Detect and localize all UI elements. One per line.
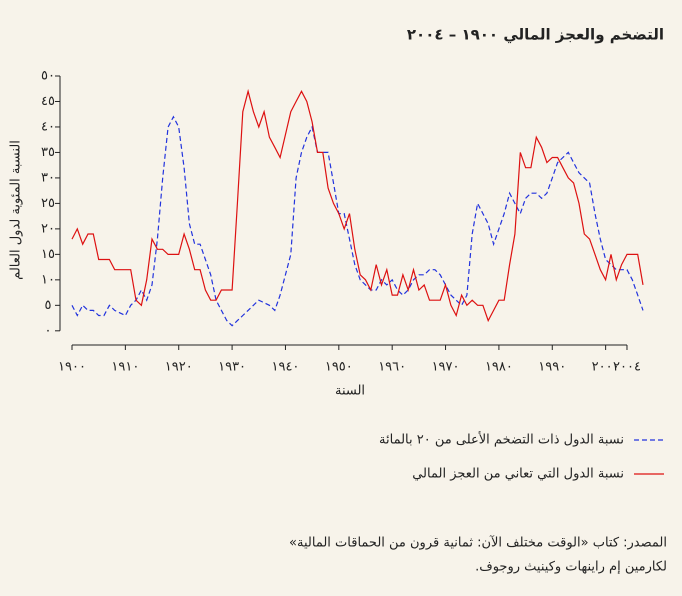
legend-label: نسبة الدول التي تعاني من العجز المالي xyxy=(412,467,624,482)
x-tick-label: ١٩٢٠ xyxy=(165,360,193,375)
source-text: المصدر: كتاب «الوقت مختلف الآن: ثمانية ق… xyxy=(289,535,667,551)
x-tick-label: ١٩٧٠ xyxy=(432,360,460,375)
y-axis-label: النسبة المئوية لدول العالم xyxy=(9,140,24,280)
y-tick-label: ٠ xyxy=(45,323,52,338)
x-tick-label: ٢٠٠٤ xyxy=(613,360,641,375)
source-text: لكارمين إم راينهات وكينيث روجوف. xyxy=(475,560,667,575)
x-tick-label: ١٩٤٠ xyxy=(271,360,299,375)
y-tick-label: ٣٥ xyxy=(41,145,55,160)
x-tick-label: ١٩٥٠ xyxy=(325,360,353,375)
x-tick-label: ١٩٨٠ xyxy=(485,360,513,375)
y-tick-label: ٤٠ xyxy=(41,119,55,134)
chart-title: التضخم والعجز المالي ١٩٠٠ – ٢٠٠٤ xyxy=(407,26,664,44)
y-tick-label: ١٠ xyxy=(41,272,55,287)
x-tick-label: ٢٠٠٠ xyxy=(592,360,620,375)
y-tick-label: ١٥ xyxy=(41,247,55,262)
x-tick-label: ١٩٣٠ xyxy=(218,360,246,375)
x-axis-label: السنة xyxy=(335,384,365,399)
y-tick-label: ٣٠ xyxy=(41,170,55,185)
y-tick-label: ٤٥ xyxy=(41,94,55,109)
x-tick-label: ١٩٦٠ xyxy=(378,360,406,375)
series-line xyxy=(71,88,644,323)
series-line xyxy=(71,115,644,327)
x-tick-label: ١٩٩٠ xyxy=(538,360,566,375)
x-tick-label: ١٩٠٠ xyxy=(58,360,86,375)
y-tick-label: ٢٠ xyxy=(41,221,55,236)
y-tick-label: ٥٠ xyxy=(41,69,55,84)
legend-label: نسبة الدول ذات التضخم الأعلى من ٢٠ بالما… xyxy=(379,431,624,448)
y-tick-label: ٢٥ xyxy=(41,196,55,211)
y-tick-label: ٥ xyxy=(45,298,52,313)
x-tick-label: ١٩١٠ xyxy=(111,360,139,375)
